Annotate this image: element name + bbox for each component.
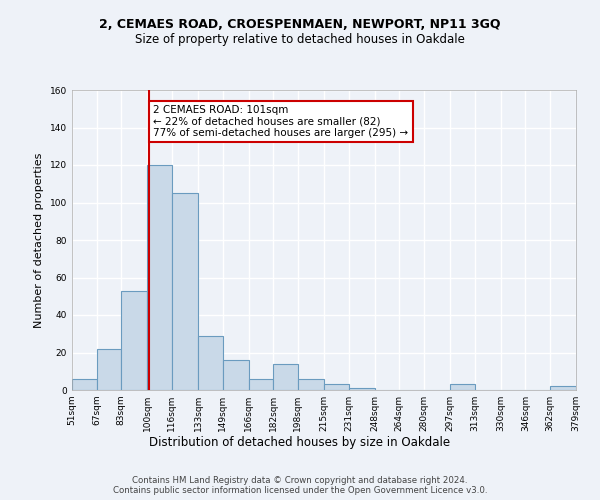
Text: Distribution of detached houses by size in Oakdale: Distribution of detached houses by size … [149,436,451,449]
Bar [349,388,375,390]
Bar [172,193,198,390]
Y-axis label: Number of detached properties: Number of detached properties [34,152,44,328]
Bar [223,360,249,390]
Text: 2 CEMAES ROAD: 101sqm
← 22% of detached houses are smaller (82)
77% of semi-deta: 2 CEMAES ROAD: 101sqm ← 22% of detached … [154,105,409,138]
Bar [97,349,121,390]
Text: Contains HM Land Registry data © Crown copyright and database right 2024.
Contai: Contains HM Land Registry data © Crown c… [113,476,487,495]
Bar [273,364,298,390]
Bar [550,386,576,390]
Bar [324,384,349,390]
Bar [298,379,324,390]
Bar [450,384,475,390]
Bar [72,379,97,390]
Bar [198,336,223,390]
Bar [147,165,172,390]
Text: 2, CEMAES ROAD, CROESPENMAEN, NEWPORT, NP11 3GQ: 2, CEMAES ROAD, CROESPENMAEN, NEWPORT, N… [99,18,501,30]
Bar [121,290,147,390]
Bar [249,379,273,390]
Text: Size of property relative to detached houses in Oakdale: Size of property relative to detached ho… [135,32,465,46]
